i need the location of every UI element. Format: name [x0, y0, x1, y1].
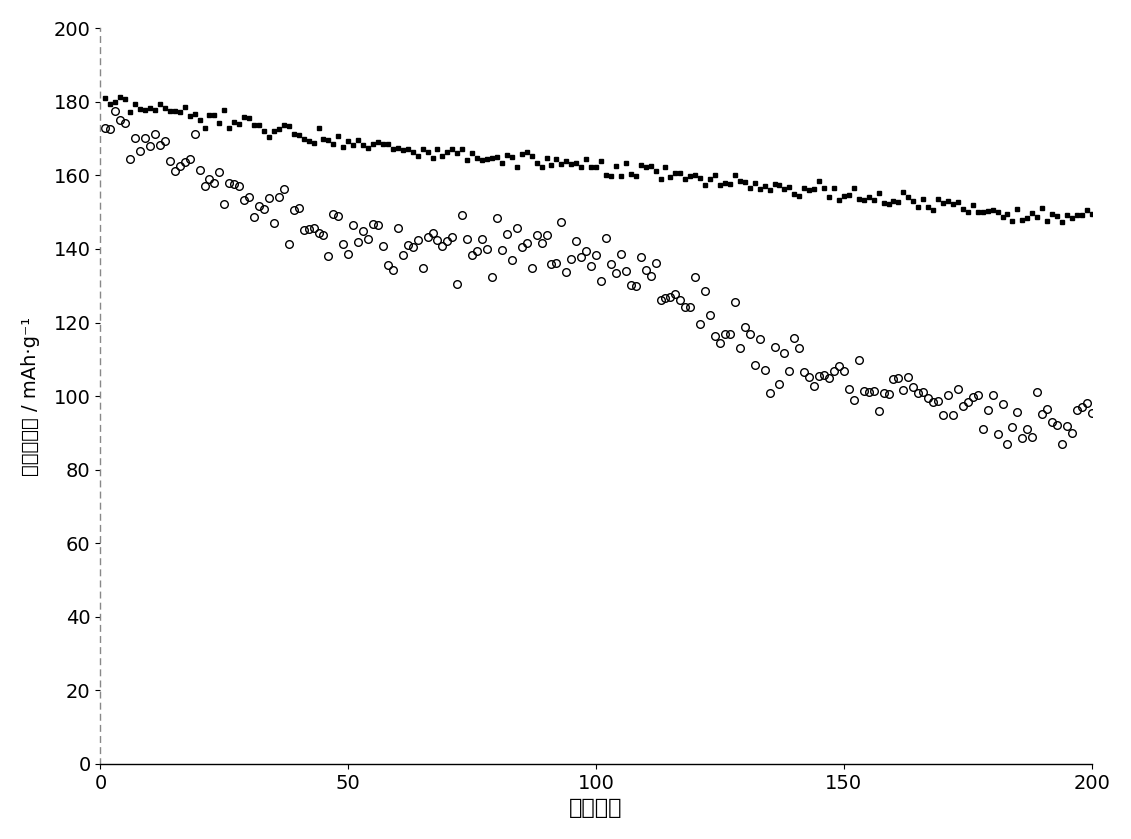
Y-axis label: 放电比容量 / mAh·g⁻¹: 放电比容量 / mAh·g⁻¹ — [20, 316, 40, 476]
X-axis label: 循环圈数: 循环圈数 — [569, 798, 623, 818]
